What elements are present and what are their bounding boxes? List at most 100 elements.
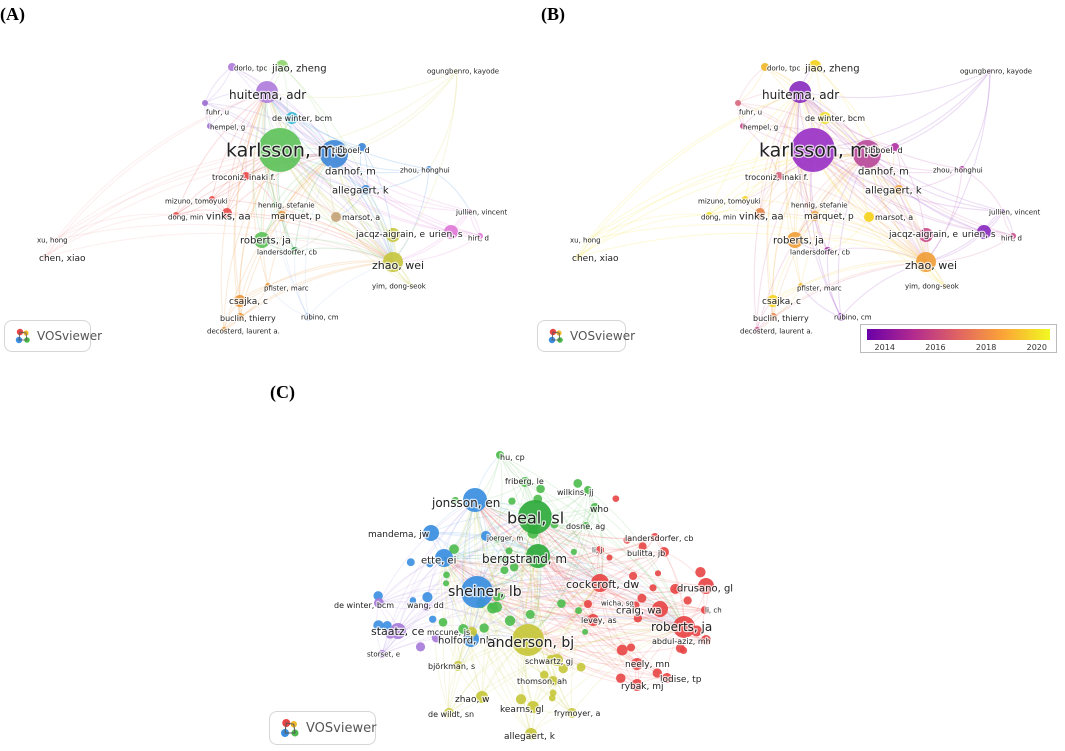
network-node[interactable] [698, 578, 714, 594]
network-node[interactable] [557, 599, 566, 608]
network-node[interactable] [633, 614, 643, 623]
network-node[interactable] [500, 566, 509, 575]
network-node[interactable] [409, 597, 417, 604]
network-node[interactable] [505, 547, 513, 555]
network-node[interactable] [331, 212, 341, 222]
network-node[interactable] [628, 571, 638, 581]
network-node[interactable] [798, 283, 804, 289]
network-node[interactable] [518, 500, 552, 534]
network-node[interactable] [504, 615, 516, 626]
network-node[interactable] [652, 601, 668, 617]
network-node[interactable] [789, 81, 811, 103]
network-node[interactable] [1001, 209, 1005, 213]
network-node[interactable] [548, 676, 558, 686]
network-node[interactable] [575, 607, 583, 615]
network-node[interactable] [221, 327, 227, 333]
network-node[interactable] [390, 623, 406, 639]
network-node[interactable] [775, 172, 783, 180]
network-node[interactable] [631, 658, 643, 670]
network-node[interactable] [173, 212, 179, 218]
network-node[interactable] [508, 497, 516, 505]
network-node[interactable] [536, 484, 545, 494]
network-node[interactable] [919, 228, 933, 242]
network-node[interactable] [550, 520, 559, 529]
network-node[interactable] [631, 601, 640, 610]
network-node[interactable] [277, 211, 287, 221]
network-node[interactable] [582, 522, 590, 530]
network-node[interactable] [612, 495, 620, 503]
network-node[interactable] [606, 554, 613, 561]
network-node[interactable] [222, 208, 232, 218]
network-node[interactable] [651, 533, 659, 541]
network-node[interactable] [570, 548, 577, 555]
network-node[interactable] [824, 247, 832, 255]
network-node[interactable] [256, 81, 278, 103]
network-node[interactable] [438, 617, 448, 627]
network-node[interactable] [444, 708, 454, 718]
network-node[interactable] [443, 571, 450, 579]
network-node[interactable] [977, 225, 991, 239]
network-node[interactable] [1010, 233, 1016, 239]
network-node[interactable] [515, 694, 527, 705]
network-node[interactable] [272, 202, 278, 208]
network-node[interactable] [853, 140, 881, 168]
network-node[interactable] [202, 100, 208, 106]
network-node[interactable] [769, 313, 777, 321]
network-node[interactable] [674, 585, 682, 593]
network-node[interactable] [809, 60, 821, 72]
network-node[interactable] [481, 531, 491, 541]
network-node[interactable] [638, 542, 647, 551]
network-node[interactable] [512, 624, 544, 656]
network-node[interactable] [654, 570, 662, 577]
network-node[interactable] [525, 609, 535, 619]
network-svg-b[interactable]: karlsson, mo huitema, adr jiao, zheng dorlo… [533, 0, 1065, 360]
network-node[interactable] [431, 633, 442, 643]
network-node[interactable] [429, 615, 437, 623]
network-node[interactable] [584, 486, 592, 494]
network-node[interactable] [468, 209, 472, 213]
network-node[interactable] [626, 643, 636, 652]
network-node[interactable] [787, 232, 803, 248]
network-node[interactable] [540, 670, 549, 680]
network-node[interactable] [527, 701, 539, 713]
network-node[interactable] [701, 635, 711, 645]
network-node[interactable] [805, 202, 811, 208]
network-node[interactable] [286, 112, 298, 124]
network-node[interactable] [988, 69, 992, 73]
network-node[interactable] [455, 69, 459, 73]
network-node[interactable] [500, 555, 508, 563]
network-svg-c[interactable]: hu, cp friberg, le wilkins, jj jonsson, en b… [0, 400, 1065, 751]
network-node[interactable] [228, 63, 236, 71]
network-node[interactable] [386, 228, 400, 242]
network-node[interactable] [442, 580, 450, 587]
network-node[interactable] [943, 284, 947, 288]
network-node[interactable] [373, 620, 384, 631]
network-node[interactable] [701, 606, 709, 614]
network-node[interactable] [496, 451, 504, 459]
network-node[interactable] [449, 544, 459, 555]
network-node[interactable] [378, 650, 386, 658]
network-node[interactable] [573, 479, 583, 488]
network-node[interactable] [258, 128, 302, 172]
network-node[interactable] [679, 646, 688, 655]
network-node[interactable] [616, 644, 628, 656]
network-node[interactable] [649, 584, 657, 592]
network-node[interactable] [575, 254, 581, 260]
network-map-c[interactable]: hu, cp friberg, le wilkins, jj jonsson, en b… [0, 400, 1065, 751]
network-svg-a[interactable]: karlsson, mo huitema, adr jiao, zheng dorlo… [0, 0, 532, 360]
network-node[interactable] [755, 208, 765, 218]
network-node[interactable] [584, 600, 592, 608]
network-node[interactable] [576, 662, 586, 672]
network-node[interactable] [493, 593, 501, 602]
network-node[interactable] [461, 576, 493, 608]
network-node[interactable] [426, 166, 432, 172]
network-node[interactable] [837, 313, 845, 321]
network-node[interactable] [374, 598, 384, 608]
network-node[interactable] [42, 254, 48, 260]
network-node[interactable] [894, 185, 904, 195]
network-node[interactable] [891, 143, 899, 151]
network-node[interactable] [265, 283, 271, 289]
network-node[interactable] [422, 603, 430, 611]
network-node[interactable] [596, 546, 604, 554]
network-node[interactable] [558, 663, 568, 674]
